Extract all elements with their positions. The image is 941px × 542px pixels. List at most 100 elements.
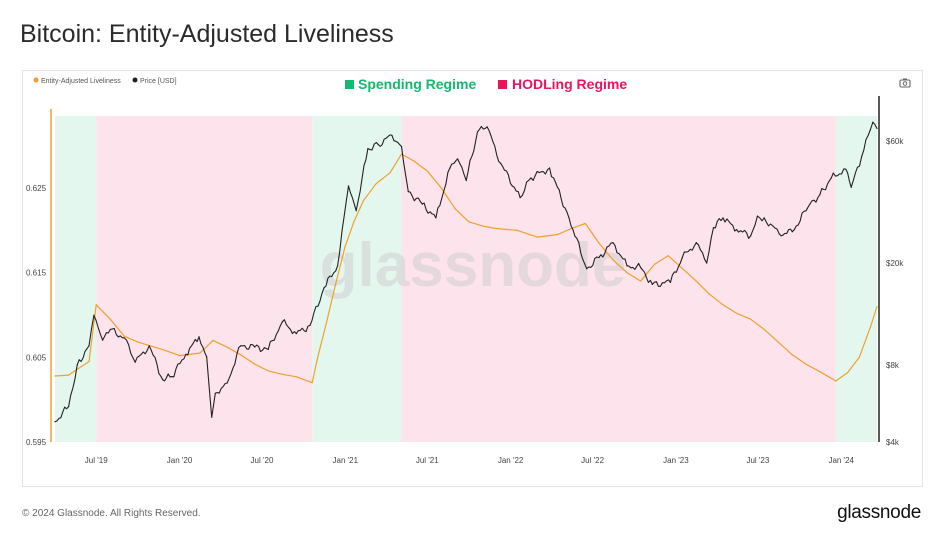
point-price — [240, 345, 242, 347]
left-tick-label: 0.615 — [26, 269, 47, 278]
point-price — [756, 215, 759, 217]
point-liveliness — [389, 172, 391, 174]
point-price — [67, 405, 70, 408]
point-price — [669, 281, 672, 283]
left-tick-label: 0.625 — [26, 184, 47, 193]
legend-marker-price — [132, 77, 138, 83]
point-price — [778, 233, 780, 235]
point-liveliness — [598, 242, 600, 244]
point-liveliness — [226, 346, 228, 348]
chart-panel: glassnode 0.595 0.605 0.615 0.625 $4k $8k $20k… — [22, 70, 923, 487]
point-price — [295, 333, 297, 335]
point-liveliness — [708, 293, 710, 295]
point-price — [651, 283, 653, 285]
point-price — [722, 217, 724, 219]
glassnode-logo: glassnode — [837, 502, 921, 523]
point-price — [88, 345, 90, 347]
legend-swatch-spending — [345, 80, 354, 89]
point-liveliness — [805, 363, 807, 365]
point-price — [876, 127, 878, 130]
point-liveliness — [570, 228, 572, 230]
point-price — [355, 210, 357, 212]
regime-bands — [55, 116, 877, 442]
point-liveliness — [557, 233, 559, 236]
point-price — [171, 376, 173, 378]
point-liveliness — [109, 318, 111, 320]
point-price — [407, 191, 409, 193]
point-price — [476, 131, 479, 133]
point-liveliness — [325, 322, 327, 325]
series-price — [54, 121, 878, 423]
point-liveliness — [835, 380, 837, 382]
chart-svg: glassnode 0.595 0.605 0.615 0.625 $4k $8k $20k… — [26, 76, 911, 465]
point-price — [162, 379, 164, 381]
point-price — [377, 143, 379, 146]
point-price — [347, 185, 350, 187]
point-liveliness — [495, 228, 498, 230]
x-tick-label: Jul '22 — [581, 456, 604, 465]
point-price — [109, 328, 111, 331]
point-liveliness — [468, 221, 470, 223]
point-liveliness — [212, 339, 214, 341]
point-price — [465, 179, 467, 182]
point-liveliness — [344, 246, 346, 248]
regime-band-spending — [835, 116, 877, 442]
point-liveliness — [88, 360, 90, 363]
point-price — [530, 177, 532, 179]
point-price — [712, 226, 715, 229]
x-tick-label: Jul '20 — [251, 456, 274, 465]
point-liveliness — [846, 371, 849, 374]
legend-label-price: Price [USD] — [140, 78, 177, 85]
point-price — [134, 361, 136, 363]
point-price — [519, 197, 521, 199]
point-liveliness — [440, 187, 442, 189]
point-price — [763, 217, 765, 219]
series — [54, 121, 878, 423]
point-liveliness — [639, 280, 642, 282]
x-tick-label: Jan '20 — [167, 456, 193, 465]
camera-icon[interactable] — [899, 78, 911, 88]
point-liveliness — [516, 229, 518, 231]
point-liveliness — [295, 376, 297, 378]
point-price — [449, 167, 451, 169]
point-price — [586, 268, 588, 270]
point-liveliness — [654, 263, 656, 265]
point-price — [214, 392, 216, 394]
point-liveliness — [311, 382, 313, 384]
point-liveliness — [123, 335, 125, 337]
point-price — [267, 348, 269, 350]
point-price — [612, 242, 614, 244]
point-liveliness — [681, 267, 683, 270]
right-tick-label: $8k — [886, 361, 900, 370]
x-tick-label: Jul '19 — [85, 456, 108, 465]
point-price — [548, 167, 551, 169]
x-tick-label: Jul '23 — [746, 456, 769, 465]
point-liveliness — [254, 363, 256, 365]
point-liveliness — [267, 370, 269, 372]
point-liveliness — [791, 354, 793, 356]
point-price — [323, 287, 325, 289]
regime-band-spending — [55, 116, 97, 442]
point-price — [309, 324, 311, 327]
point-price — [568, 217, 570, 219]
x-tick-label: Jan '21 — [333, 456, 359, 465]
point-liveliness — [362, 200, 365, 202]
point-liveliness — [400, 153, 403, 155]
axes: 0.595 0.605 0.615 0.625 $4k $8k $20k $60k Jul '1… — [26, 96, 904, 465]
point-liveliness — [612, 259, 614, 261]
point-liveliness — [240, 354, 242, 356]
point-price — [598, 256, 600, 259]
x-tick-label: Jan '22 — [498, 456, 524, 465]
point-liveliness — [281, 373, 283, 375]
x-tick-label: Jan '23 — [663, 456, 689, 465]
point-price — [54, 421, 56, 423]
point-liveliness — [178, 355, 181, 357]
point-price — [486, 126, 488, 128]
point-price — [76, 364, 78, 366]
copyright-text: © 2024 Glassnode. All Rights Reserved. — [22, 508, 201, 519]
point-liveliness — [454, 208, 456, 210]
x-tick-label: Jul '21 — [416, 456, 439, 465]
point-price — [281, 321, 283, 323]
point-price — [211, 416, 213, 418]
point-liveliness — [536, 236, 538, 238]
